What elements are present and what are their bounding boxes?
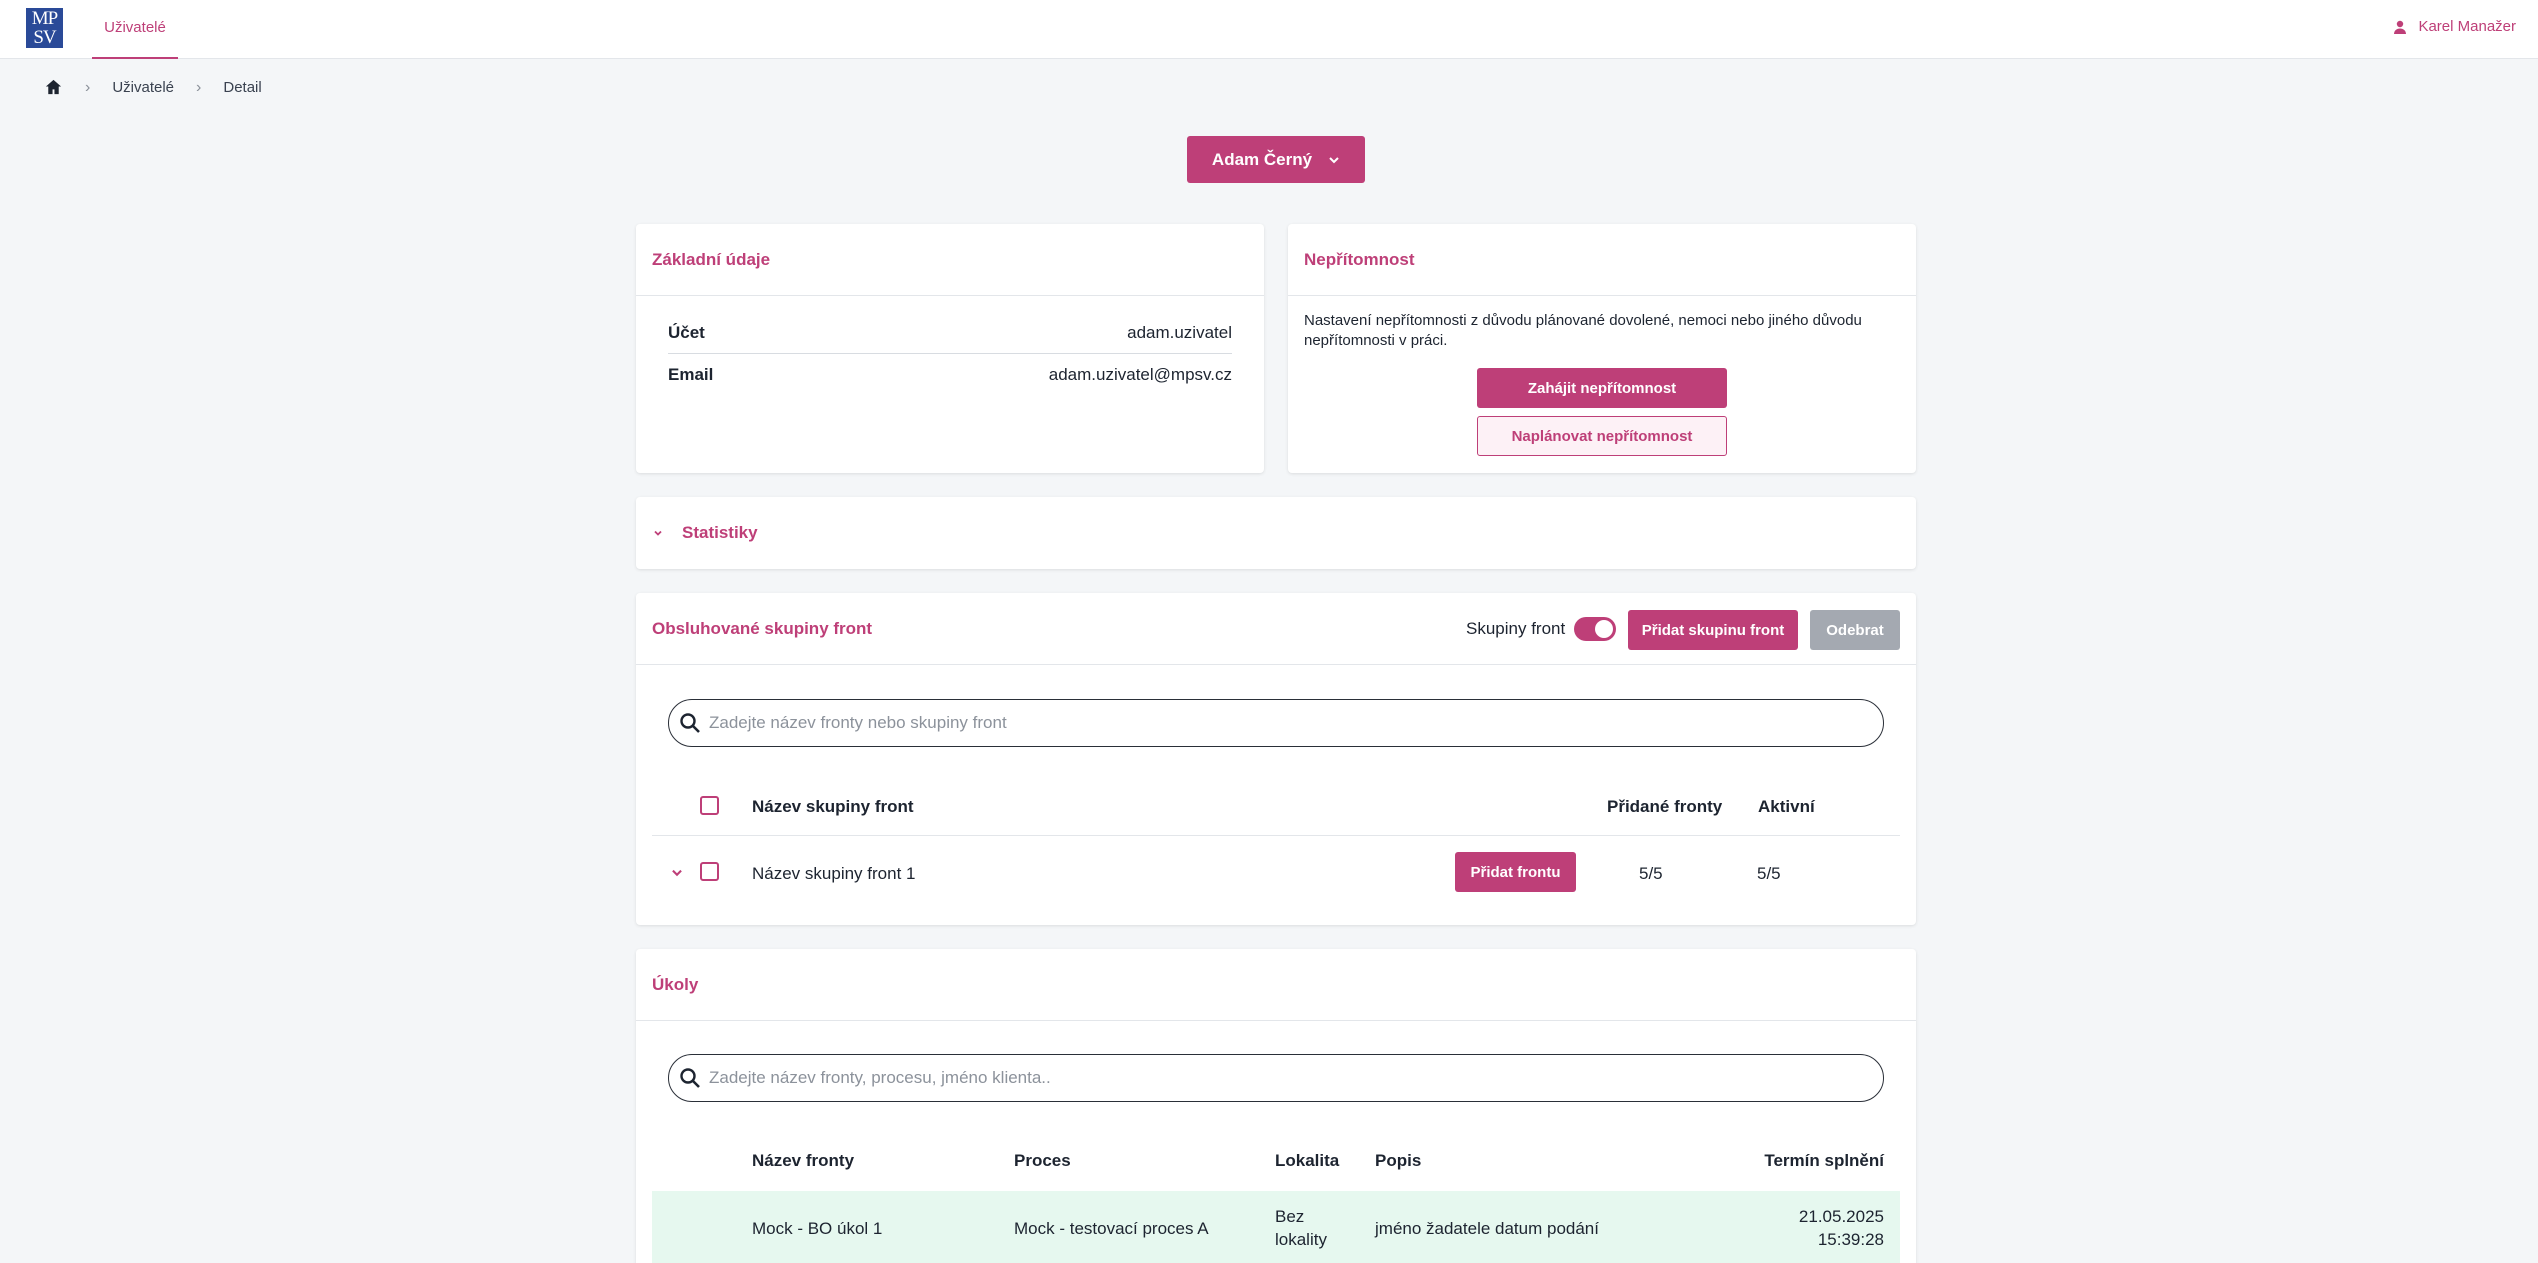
- nav-tab-users[interactable]: Uživatelé: [92, 0, 178, 59]
- chevron-right-icon: ›: [196, 78, 202, 96]
- chevron-down-icon[interactable]: [670, 866, 684, 880]
- logo-text-bottom: SV: [33, 27, 56, 48]
- email-label: Email: [668, 365, 714, 384]
- queue-groups-title: Obsluhované skupiny front: [636, 593, 1916, 665]
- plan-absence-button[interactable]: Naplánovat nepřítomnost: [1477, 416, 1727, 456]
- basic-info-title: Základní údaje: [636, 224, 1264, 296]
- user-icon: [2394, 20, 2407, 34]
- queue-groups-card: Obsluhované skupiny front Skupiny front …: [636, 593, 1916, 925]
- chevron-down-icon: [1329, 156, 1339, 163]
- col-header-locality: Lokalita: [1275, 1151, 1340, 1170]
- task-deadline-date: 21.05.2025: [1798, 1207, 1884, 1226]
- active-value: 5/5: [1757, 864, 1781, 883]
- breadcrumb-users[interactable]: Uživatelé: [112, 79, 175, 96]
- statistics-title: Statistiky: [682, 523, 758, 542]
- absence-description: Nastavení nepřítomnosti z důvodu plánova…: [1304, 312, 1862, 349]
- queue-group-search-placeholder: Zadejte název fronty nebo skupiny front: [709, 713, 1007, 732]
- task-locality-line2: lokality: [1275, 1230, 1327, 1249]
- added-queues-value: 5/5: [1639, 864, 1663, 883]
- logo-text-top: MP: [31, 8, 58, 29]
- select-all-checkbox[interactable]: [700, 796, 719, 815]
- col-header-deadline: Termín splnění: [1764, 1151, 1884, 1170]
- col-header-group-name: Název skupiny front: [752, 797, 914, 816]
- search-icon: [680, 713, 700, 733]
- mpsv-logo[interactable]: MP SV: [26, 8, 63, 48]
- add-queue-button[interactable]: Přidat frontu: [1455, 852, 1576, 892]
- col-header-description: Popis: [1375, 1151, 1422, 1170]
- add-queue-group-button[interactable]: Přidat skupinu front: [1628, 610, 1798, 650]
- account-value: adam.uzivatel: [1127, 322, 1232, 342]
- chevron-down-icon: [654, 530, 662, 536]
- info-row-account: Účet adam.uzivatel: [668, 312, 1232, 354]
- absence-title: Nepřítomnost: [1288, 224, 1916, 296]
- start-absence-button[interactable]: Zahájit nepřítomnost: [1477, 368, 1727, 408]
- absence-card: Nepřítomnost Nastavení nepřítomnosti z d…: [1288, 224, 1916, 473]
- top-bar: MP SV Uživatelé Karel Manažer: [0, 0, 2538, 59]
- user-select-label: Adam Černý: [1211, 149, 1313, 169]
- task-queue: Mock - BO úkol 1: [752, 1219, 883, 1238]
- account-label: Účet: [668, 322, 705, 342]
- info-row-email: Email adam.uzivatel@mpsv.cz: [668, 354, 1232, 396]
- user-menu[interactable]: Karel Manažer: [2392, 18, 2516, 35]
- col-header-added-queues: Přidané fronty: [1607, 797, 1723, 816]
- col-header-process: Proces: [1014, 1151, 1071, 1170]
- user-select-button[interactable]: Adam Černý: [1187, 136, 1365, 183]
- tasks-card: Úkoly Zadejte název fronty, procesu, jmé…: [636, 949, 1916, 1263]
- breadcrumb: › Uživatelé › Detail: [44, 78, 262, 97]
- task-description: jméno žadatele datum podání: [1375, 1219, 1599, 1238]
- search-icon: [680, 1068, 700, 1088]
- task-locality-line1: Bez: [1275, 1207, 1305, 1226]
- group-name: Název skupiny front 1: [752, 864, 916, 883]
- col-header-queue: Název fronty: [752, 1151, 855, 1170]
- row-checkbox[interactable]: [700, 862, 719, 881]
- task-deadline-time: 15:39:28: [1817, 1230, 1884, 1249]
- statistics-panel[interactable]: Statistiky: [636, 497, 1916, 569]
- task-search-placeholder: Zadejte název fronty, procesu, jméno kli…: [709, 1068, 1051, 1087]
- task-process: Mock - testovací proces A: [1014, 1219, 1209, 1238]
- remove-button[interactable]: Odebrat: [1810, 610, 1900, 650]
- tasks-title: Úkoly: [636, 949, 1916, 1021]
- col-header-active: Aktivní: [1758, 797, 1815, 816]
- task-search[interactable]: Zadejte název fronty, procesu, jméno kli…: [668, 1054, 1884, 1102]
- chevron-right-icon: ›: [85, 78, 91, 96]
- table-row: Název skupiny front 1 Přidat frontu 5/5 …: [652, 835, 1900, 925]
- email-value: adam.uzivatel@mpsv.cz: [1048, 365, 1232, 384]
- queue-group-search[interactable]: Zadejte název fronty nebo skupiny front: [668, 699, 1884, 747]
- queue-groups-toggle[interactable]: [1574, 617, 1616, 641]
- breadcrumb-detail: Detail: [223, 79, 262, 96]
- queue-groups-toggle-label: Skupiny front: [1466, 619, 1566, 638]
- home-icon[interactable]: [44, 78, 63, 97]
- table-row[interactable]: Mock - BO úkol 1 Mock - testovací proces…: [652, 1191, 1900, 1263]
- user-name: Karel Manažer: [2418, 18, 2516, 35]
- basic-info-card: Základní údaje Účet adam.uzivatel Email …: [636, 224, 1264, 473]
